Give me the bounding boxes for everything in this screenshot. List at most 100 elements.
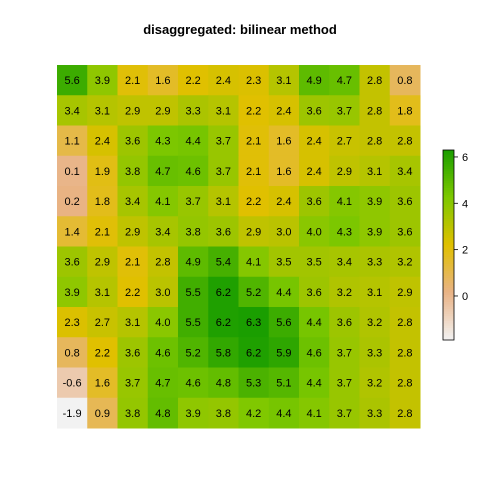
cell-value-label: 3.2 — [367, 378, 382, 390]
cell-value-label: 0.8 — [397, 75, 412, 87]
cell-value-label: 2.9 — [155, 105, 170, 117]
cell-value-label: 1.6 — [276, 166, 291, 178]
cell-value-label: 1.4 — [64, 226, 79, 238]
cell-value-label: 2.7 — [337, 136, 352, 148]
heatmap-cell — [238, 367, 270, 399]
cell-value-label: 0.1 — [64, 166, 79, 178]
heatmap-cell — [359, 155, 391, 187]
cell-value-label: 4.6 — [306, 347, 321, 359]
cell-value-label: 3.9 — [367, 196, 382, 208]
heatmap-cell — [147, 125, 179, 157]
heatmap-cell — [208, 246, 239, 278]
cell-value-label: 3.0 — [276, 226, 291, 238]
heatmap-cell — [389, 367, 421, 399]
heatmap-cell — [268, 246, 300, 278]
heatmap-cell — [147, 216, 179, 247]
heatmap-cell — [147, 397, 179, 429]
cell-value-label: 5.5 — [185, 317, 200, 329]
cell-value-label: 2.1 — [246, 166, 261, 178]
cell-value-label: 3.3 — [367, 257, 382, 269]
heatmap-cell — [329, 65, 360, 96]
heatmap-cell — [268, 367, 300, 399]
cell-value-label: -0.6 — [63, 378, 82, 390]
cell-value-label: 4.9 — [306, 75, 321, 87]
heatmap-cell — [117, 216, 149, 247]
cell-value-label: 3.2 — [337, 287, 352, 299]
cell-value-label: 3.1 — [276, 75, 291, 87]
cell-value-label: 4.4 — [185, 136, 200, 148]
cell-value-label: 3.6 — [397, 196, 412, 208]
cell-value-label: 3.1 — [367, 287, 382, 299]
heatmap-cell — [238, 216, 270, 247]
cell-value-label: 3.7 — [337, 105, 352, 117]
heatmap-cell — [268, 125, 300, 157]
heatmap-cell — [87, 276, 118, 308]
heatmap-cell — [238, 397, 270, 429]
heatmap-cell — [87, 216, 118, 247]
cell-value-label: 2.3 — [64, 317, 79, 329]
heatmap-cell — [178, 337, 209, 368]
cell-value-label: 1.8 — [397, 105, 412, 117]
cell-value-label: 4.7 — [337, 75, 352, 87]
heatmap-cell — [57, 307, 88, 338]
cell-value-label: 3.9 — [95, 75, 110, 87]
heatmap-cell — [268, 186, 300, 217]
cell-value-label: 3.9 — [185, 408, 200, 420]
cell-value-label: 6.2 — [246, 347, 261, 359]
heatmap-cell — [57, 95, 88, 126]
cell-value-label: 4.0 — [155, 317, 170, 329]
heatmap-cell — [178, 246, 209, 278]
cell-value-label: 2.8 — [397, 347, 412, 359]
heatmap-cell — [389, 95, 421, 126]
heatmap-cell — [87, 125, 118, 157]
chart-title: disaggregated: bilinear method — [143, 22, 337, 37]
cell-value-label: 2.4 — [276, 105, 291, 117]
heatmap-cell — [57, 216, 88, 247]
cell-value-label: 3.6 — [216, 226, 231, 238]
cell-value-label: 2.8 — [367, 136, 382, 148]
heatmap-cell — [268, 65, 300, 96]
heatmap-cell — [57, 186, 88, 217]
cell-value-label: 2.2 — [185, 75, 200, 87]
cell-value-label: 2.9 — [337, 166, 352, 178]
cell-value-label: 5.6 — [64, 75, 79, 87]
heatmap-cell — [299, 246, 330, 278]
heatmap-cell — [178, 95, 209, 126]
heatmap-cell — [238, 65, 270, 96]
heatmap-cell — [87, 246, 118, 278]
heatmap-cell — [359, 397, 391, 429]
cell-value-label: 5.2 — [246, 287, 261, 299]
cell-value-label: 3.8 — [125, 166, 140, 178]
cell-value-label: 1.9 — [95, 166, 110, 178]
heatmap-cell — [359, 65, 391, 96]
heatmap-cell — [57, 125, 88, 157]
heatmap-cell — [208, 216, 239, 247]
cell-value-label: 3.1 — [216, 196, 231, 208]
cell-value-label: 3.4 — [397, 166, 412, 178]
cell-value-label: -1.9 — [63, 408, 82, 420]
heatmap-cell — [299, 337, 330, 368]
heatmap-cell — [178, 367, 209, 399]
heatmap-cell — [87, 397, 118, 429]
heatmap-cell — [268, 95, 300, 126]
heatmap-cell — [359, 337, 391, 368]
cell-value-label: 3.7 — [185, 196, 200, 208]
cell-value-label: 1.6 — [155, 75, 170, 87]
heatmap-cell — [147, 65, 179, 96]
cell-value-label: 4.6 — [155, 347, 170, 359]
cell-value-label: 5.9 — [276, 347, 291, 359]
cell-value-label: 4.6 — [185, 378, 200, 390]
heatmap-cell — [208, 65, 239, 96]
cell-value-label: 3.6 — [125, 347, 140, 359]
heatmap-cell — [299, 276, 330, 308]
heatmap-cell — [238, 246, 270, 278]
cell-value-label: 5.2 — [185, 347, 200, 359]
heatmap-cell — [329, 397, 360, 429]
cell-value-label: 2.1 — [95, 226, 110, 238]
cell-value-label: 6.2 — [216, 287, 231, 299]
heatmap-cell — [117, 307, 149, 338]
heatmap-cell — [238, 337, 270, 368]
heatmap-cell — [208, 125, 239, 157]
cell-value-label: 4.7 — [155, 166, 170, 178]
